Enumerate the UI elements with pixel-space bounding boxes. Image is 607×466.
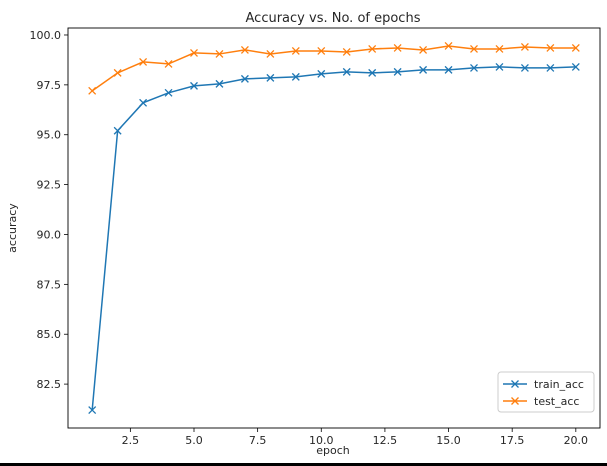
series-point xyxy=(444,41,453,50)
series-point xyxy=(368,44,377,53)
legend-marker xyxy=(511,380,519,388)
x-tick-label: 17.5 xyxy=(500,434,525,447)
series-point xyxy=(546,43,555,52)
series-point xyxy=(291,72,300,81)
y-axis-label: accuracy xyxy=(6,203,19,253)
series-point xyxy=(113,126,122,135)
legend-label: test_acc xyxy=(534,395,579,408)
legend-entry: train_acc xyxy=(503,378,584,391)
legend-box xyxy=(497,371,595,413)
x-axis-label: epoch xyxy=(316,444,350,457)
series-point xyxy=(546,63,555,72)
x-tick-label: 10.0 xyxy=(309,434,334,447)
series-test-acc xyxy=(88,41,580,95)
series-point xyxy=(266,73,275,82)
series-point xyxy=(215,49,224,58)
y-tick-label: 100.0 xyxy=(30,29,62,42)
y-axis: 82.5 85.0 87.5 90.0 92.5 95.0 97.5 100.0 xyxy=(30,29,68,391)
series-point xyxy=(520,63,529,72)
legend-label: train_acc xyxy=(534,378,584,391)
series-point xyxy=(317,69,326,78)
y-tick-label: 82.5 xyxy=(37,378,62,391)
series-point xyxy=(164,59,173,68)
x-axis: 2.5 5.0 7.5 10.0 12.5 15.0 17.5 20.0 xyxy=(122,428,588,447)
series-point xyxy=(419,65,428,74)
bottom-divider xyxy=(0,463,607,466)
series-point xyxy=(342,67,351,76)
series-point xyxy=(139,98,148,107)
series-point xyxy=(88,406,97,415)
series-point xyxy=(164,88,173,97)
legend-entry: test_acc xyxy=(503,395,579,408)
series-layer xyxy=(88,41,580,415)
series-point xyxy=(215,79,224,88)
series-line xyxy=(91,45,576,92)
plot-area xyxy=(67,27,601,429)
chart-title: Accuracy vs. No. of epochs xyxy=(246,11,421,26)
x-tick-label: 7.5 xyxy=(249,434,267,447)
series-point xyxy=(291,46,300,55)
x-tick-label: 15.0 xyxy=(436,434,461,447)
series-point xyxy=(470,44,478,53)
series-point xyxy=(317,46,326,55)
series-line xyxy=(91,66,576,411)
series-point xyxy=(190,81,198,90)
legend-marker xyxy=(511,397,519,405)
x-tick-label: 2.5 xyxy=(122,434,140,447)
series-point xyxy=(240,74,249,83)
series-point xyxy=(139,57,148,66)
y-tick-label: 97.5 xyxy=(37,79,62,92)
series-point xyxy=(113,68,122,77)
y-tick-label: 87.5 xyxy=(37,278,62,291)
series-point xyxy=(419,45,428,54)
series-point xyxy=(393,67,402,76)
x-tick-label: 5.0 xyxy=(185,434,203,447)
y-tick-label: 92.5 xyxy=(37,179,62,192)
series-point xyxy=(240,45,249,54)
series-point xyxy=(190,48,198,57)
legend: train_acc test_acc xyxy=(497,371,595,413)
series-point xyxy=(393,43,402,52)
y-tick-label: 90.0 xyxy=(37,228,62,241)
series-point xyxy=(495,44,504,53)
series-point xyxy=(266,49,275,58)
series-point xyxy=(342,47,351,56)
series-point xyxy=(368,68,377,77)
plot-frame xyxy=(67,27,601,429)
x-tick-label: 20.0 xyxy=(564,434,589,447)
y-tick-label: 95.0 xyxy=(37,129,62,142)
y-tick-label: 85.0 xyxy=(37,328,62,341)
series-point xyxy=(571,43,580,52)
series-train-acc xyxy=(88,62,580,415)
series-point xyxy=(571,62,580,71)
series-point xyxy=(88,86,97,95)
series-point xyxy=(495,62,504,71)
series-point xyxy=(520,42,529,51)
series-point xyxy=(470,63,478,72)
series-point xyxy=(444,65,453,74)
x-tick-label: 12.5 xyxy=(373,434,398,447)
